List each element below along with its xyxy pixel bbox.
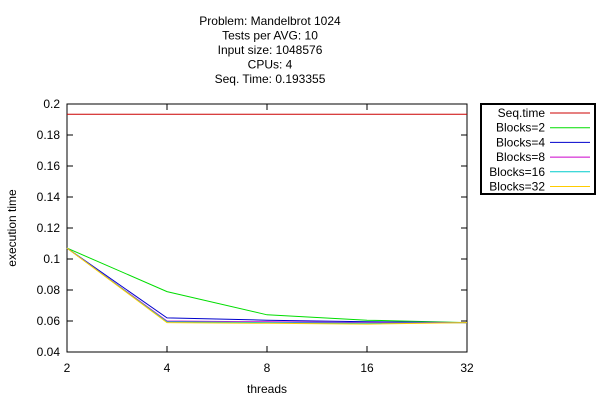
title-line: CPUs: 4 xyxy=(248,58,293,72)
y-tick-label: 0.18 xyxy=(37,128,61,142)
series-line-blocks-32 xyxy=(66,247,468,325)
y-tick-label: 0.06 xyxy=(37,314,61,328)
x-tick-label: 32 xyxy=(460,361,474,375)
x-tick-label: 4 xyxy=(164,361,171,375)
y-tick-label: 0.12 xyxy=(37,221,61,235)
legend-label: Blocks=2 xyxy=(496,121,545,135)
title-line: Problem: Mandelbrot 1024 xyxy=(199,14,341,28)
x-axis: 2 4 8 16 32 xyxy=(64,104,474,375)
series-line-blocks-8 xyxy=(66,247,467,324)
series-line-blocks-2 xyxy=(66,247,468,324)
x-tick-label: 8 xyxy=(264,361,271,375)
x-axis-label: threads xyxy=(247,382,287,396)
legend-label: Blocks=16 xyxy=(489,165,545,179)
legend: Seq.timeBlocks=2Blocks=4Blocks=8Blocks=1… xyxy=(480,103,596,195)
legend-box xyxy=(480,103,596,195)
y-tick-label: 0.04 xyxy=(37,345,61,359)
legend-label: Blocks=8 xyxy=(496,150,545,164)
title-line: Seq. Time: 0.193355 xyxy=(215,72,326,86)
title-line: Tests per AVG: 10 xyxy=(222,29,318,43)
legend-label: Seq.time xyxy=(498,106,546,120)
y-tick-label: 0.08 xyxy=(37,283,61,297)
x-tick-label: 16 xyxy=(360,361,374,375)
legend-label: Blocks=32 xyxy=(489,180,545,194)
title-line: Input size: 1048576 xyxy=(218,43,323,57)
y-axis: 0.04 0.06 0.08 0.1 0.12 0.14 0.16 0.18 0.2 xyxy=(37,97,467,359)
x-tick-label: 2 xyxy=(64,361,71,375)
y-tick-label: 0.1 xyxy=(43,252,60,266)
y-axis-label: execution time xyxy=(5,189,19,267)
y-tick-label: 0.2 xyxy=(43,97,60,111)
series-lines xyxy=(66,113,468,325)
y-tick-label: 0.16 xyxy=(37,159,61,173)
y-tick-label: 0.14 xyxy=(37,190,61,204)
legend-label: Blocks=4 xyxy=(496,135,545,149)
series-line-blocks-4 xyxy=(66,247,468,324)
series-line-blocks-16 xyxy=(66,247,468,324)
